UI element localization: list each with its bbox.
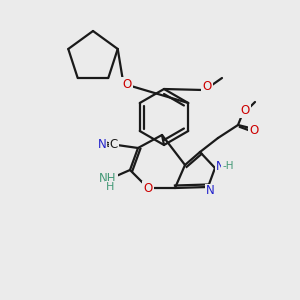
Text: H: H bbox=[106, 182, 114, 192]
Text: NH: NH bbox=[99, 172, 117, 184]
Text: O: O bbox=[249, 124, 259, 136]
Text: -H: -H bbox=[222, 161, 234, 171]
Text: O: O bbox=[202, 80, 211, 94]
Text: N: N bbox=[98, 137, 106, 151]
Text: O: O bbox=[240, 104, 250, 118]
Text: C: C bbox=[110, 139, 118, 152]
Text: N: N bbox=[206, 184, 214, 197]
Text: O: O bbox=[122, 77, 132, 91]
Text: O: O bbox=[143, 182, 153, 194]
Text: N: N bbox=[216, 160, 224, 172]
